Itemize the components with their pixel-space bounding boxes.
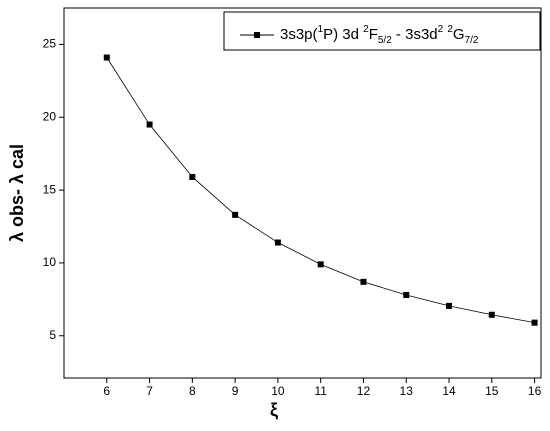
data-point [232,211,239,218]
legend-text-part: 1 [318,24,324,35]
x-tick-label: 8 [189,384,196,398]
x-axis-title: ξ [270,400,278,421]
legend-text-part: 2 [363,24,369,35]
data-point [146,121,153,128]
legend-text: 3s3p(1P) 3d 2F5/2 - 3s3d2 2G7/2 [280,24,479,46]
x-tick-label: 10 [271,384,285,398]
legend-text-part: G [453,26,465,43]
legend-text-part: F [369,26,378,43]
x-tick-label: 11 [314,384,327,398]
x-tick-label: 6 [103,384,110,398]
x-tick-label: 12 [357,384,371,398]
x-tick-label: 16 [528,384,542,398]
legend-text-part: 2 [438,24,444,35]
data-point [360,278,367,285]
data-point [317,261,324,268]
legend-text-part: 7/2 [465,35,479,46]
legend-marker [254,32,260,38]
data-point [488,311,495,318]
data-point [531,319,538,326]
y-tick-label: 15 [43,182,57,196]
x-tick-label: 7 [146,384,153,398]
y-tick-label: 20 [43,109,57,123]
legend-text-part: 5/2 [378,35,392,46]
data-point [446,302,453,309]
series-line [106,57,535,324]
x-tick-label: 9 [232,384,239,398]
data-point [403,291,410,298]
y-tick-label: 5 [49,328,56,342]
x-tick-label: 14 [442,384,456,398]
y-tick-label: 10 [43,255,57,269]
data-point [274,239,281,246]
x-tick-label: 13 [400,384,414,398]
plot-frame [63,7,542,379]
y-tick-label: 25 [43,37,57,51]
legend-box [223,11,541,51]
legend-text-part: 3s3p( [280,26,318,43]
x-tick-label: 15 [485,384,499,398]
legend-text-part: - 3s3d [392,26,438,43]
legend-text-part: P) 3d [323,26,363,43]
legend-text-part: 2 [447,24,453,35]
data-point [189,173,196,180]
data-point [103,54,110,61]
y-axis-title: λ obs- λ cal [7,144,27,242]
